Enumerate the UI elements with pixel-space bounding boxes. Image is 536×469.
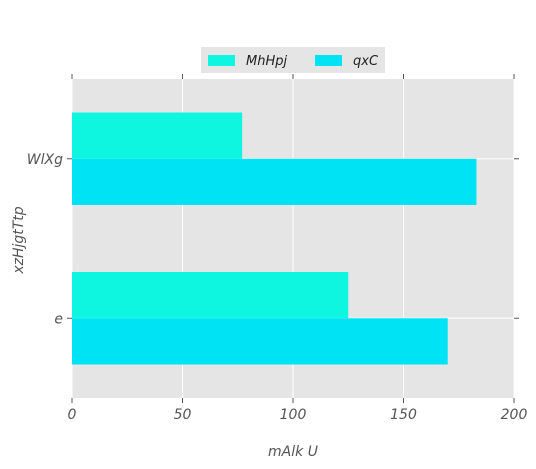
x-tick-label: 150 — [390, 407, 417, 423]
ticks — [67, 74, 519, 403]
y-tick-label: WlXg — [27, 152, 63, 168]
x-tick-label: 50 — [174, 407, 192, 423]
bar-qxC-WlXg — [72, 158, 477, 206]
legend-label-qxC: qxC — [353, 54, 379, 69]
y-tick-label: e — [54, 311, 63, 327]
bar-qxC-e — [72, 318, 448, 365]
y-axis-label: xzHjgtTtp — [11, 206, 27, 274]
legend-label-MhHpj: MhHpj — [246, 54, 287, 69]
bar-MhHpj-e — [72, 271, 349, 319]
x-tick-label: 200 — [501, 407, 528, 423]
x-axis-label: mAlk U — [268, 444, 318, 460]
legend-swatch-MhHpj — [208, 55, 235, 66]
x-tick-label: 0 — [68, 407, 77, 423]
legend: MhHpj qxC — [201, 47, 385, 73]
x-tick-label: 100 — [280, 407, 307, 423]
y-tick-labels: WlXg e — [27, 152, 63, 328]
x-tick-labels: 0 50 100 150 200 — [68, 407, 528, 423]
bar-MhHpj-WlXg — [72, 112, 243, 159]
legend-swatch-qxC — [315, 55, 342, 66]
bars — [72, 112, 477, 365]
